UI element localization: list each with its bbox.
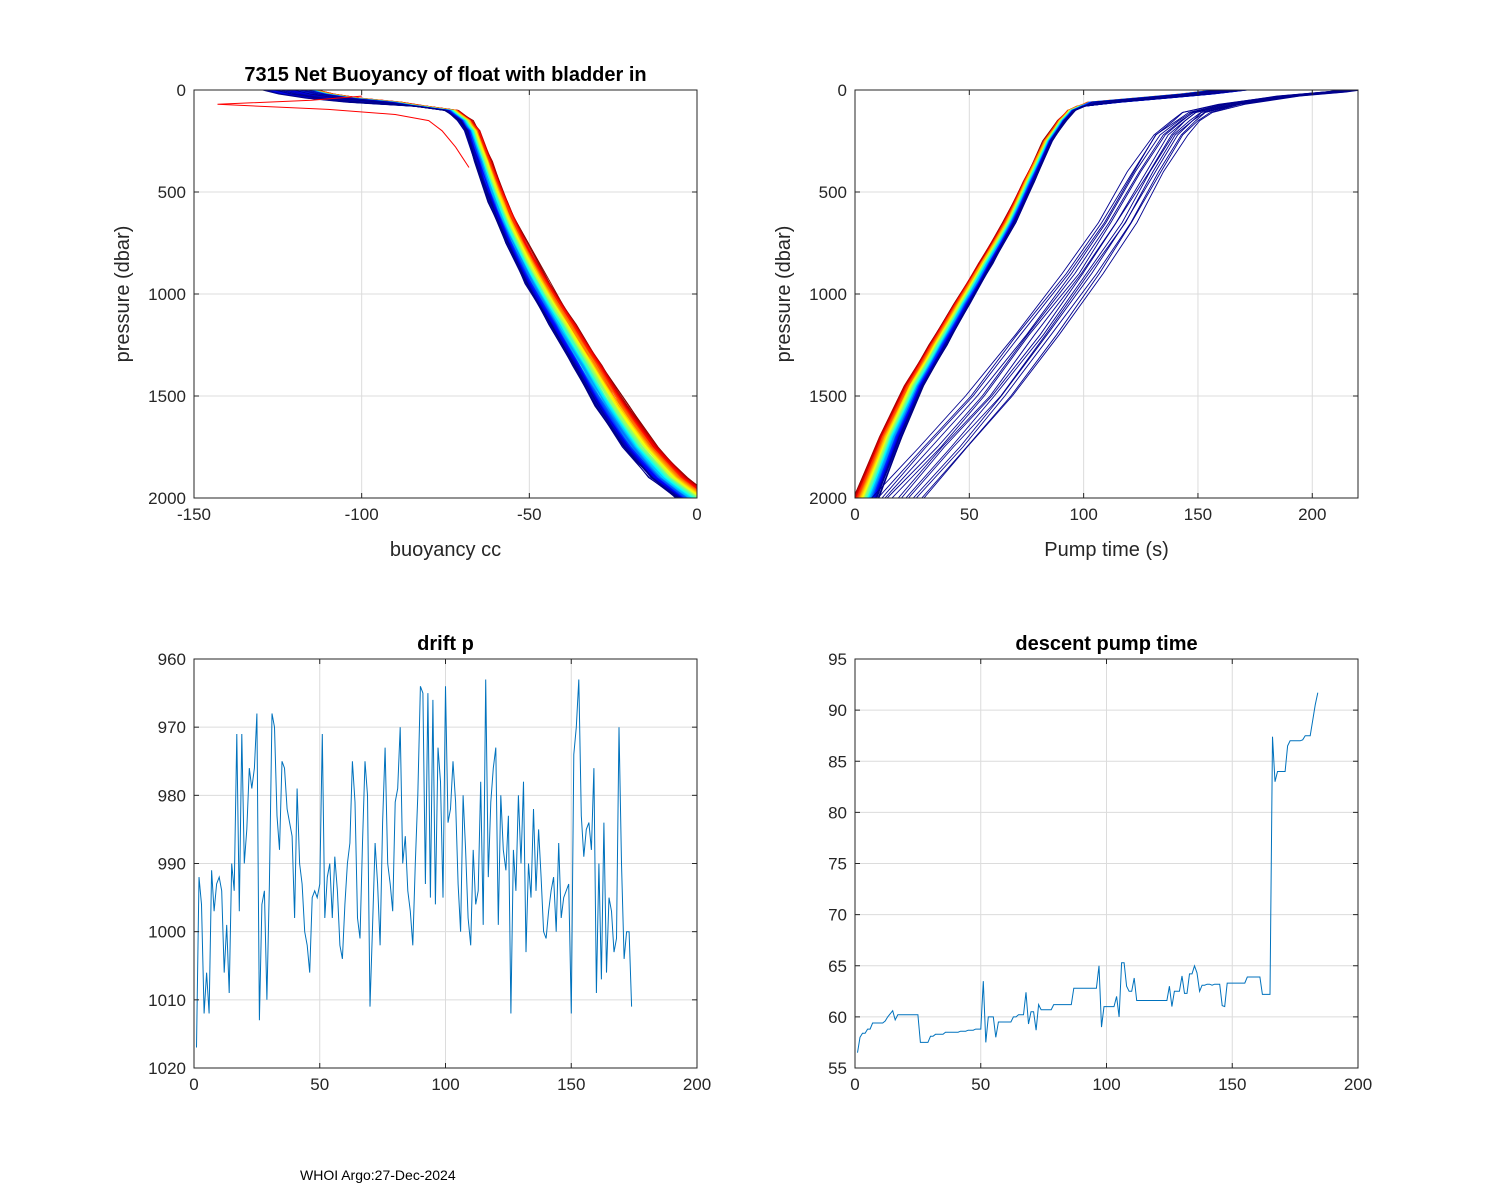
y-tick-label: 0 xyxy=(838,81,847,100)
drift-p-panel: 0 50 100 150 200 960 970 980 990 1000 1010 1020 dri… xyxy=(148,633,711,1094)
x-tick-label: 150 xyxy=(1184,505,1212,524)
y-tick-label: 1000 xyxy=(809,285,847,304)
x-tick-label: 150 xyxy=(1218,1075,1246,1094)
y-tick-label: 90 xyxy=(828,701,847,720)
y-tick-label: 70 xyxy=(828,906,847,925)
drift-p-ticks: 0 50 100 150 200 960 970 980 990 1000 1010 1020 xyxy=(148,650,711,1094)
x-tick-label: -50 xyxy=(517,505,542,524)
x-tick-label: 100 xyxy=(1069,505,1097,524)
x-tick-label: 50 xyxy=(310,1075,329,1094)
x-tick-label: 0 xyxy=(189,1075,198,1094)
buoyancy-plot-area xyxy=(217,90,697,498)
x-tick-label: 0 xyxy=(850,1075,859,1094)
y-tick-label: 1000 xyxy=(148,923,186,942)
y-tick-label: 0 xyxy=(177,81,186,100)
descent-pump-ticks: 0 50 100 150 200 55 60 65 70 75 80 85 90 95 xyxy=(828,650,1372,1094)
y-tick-label: 1020 xyxy=(148,1059,186,1078)
y-tick-label: 500 xyxy=(819,183,847,202)
descent-pump-title: descent pump time xyxy=(1015,633,1197,655)
buoyancy-title: 7315 Net Buoyancy of float with bladder … xyxy=(244,64,646,86)
profile-line xyxy=(877,90,1243,498)
buoyancy-ticks: -150 -100 -50 0 0 500 1000 1500 2000 xyxy=(148,81,702,524)
pump-time-xlabel: Pump time (s) xyxy=(1044,539,1168,561)
descent-pump-panel: 0 50 100 150 200 55 60 65 70 75 80 85 90 95 descent p… xyxy=(828,633,1372,1094)
y-tick-label: 65 xyxy=(828,957,847,976)
y-tick-label: 1500 xyxy=(809,387,847,406)
descent_pump-series-line xyxy=(857,692,1319,1053)
profile-line xyxy=(261,90,676,498)
x-tick-label: -150 xyxy=(177,505,211,524)
x-tick-label: 50 xyxy=(960,505,979,524)
buoyancy-ylabel: pressure (dbar) xyxy=(112,226,134,363)
y-tick-label: 60 xyxy=(828,1008,847,1027)
x-tick-label: 150 xyxy=(557,1075,585,1094)
y-tick-label: 500 xyxy=(158,183,186,202)
y-tick-label: 2000 xyxy=(148,489,186,508)
footer-note: WHOI Argo:27-Dec-2024 xyxy=(300,1167,456,1183)
late-profile-line xyxy=(891,90,1352,498)
x-tick-label: 200 xyxy=(1298,505,1326,524)
x-tick-label: 200 xyxy=(683,1075,711,1094)
y-tick-label: 970 xyxy=(158,718,186,737)
y-tick-label: 960 xyxy=(158,650,186,669)
pump-time-plot-area xyxy=(855,90,1358,498)
y-tick-label: 80 xyxy=(828,803,847,822)
drift_p-series-line xyxy=(196,679,633,1048)
y-tick-label: 980 xyxy=(158,786,186,805)
pump-time-grid xyxy=(854,89,1358,499)
y-tick-label: 1010 xyxy=(148,991,186,1010)
drift-p-plot-area xyxy=(196,679,633,1048)
x-tick-label: 200 xyxy=(1344,1075,1372,1094)
y-tick-label: 1000 xyxy=(148,285,186,304)
x-tick-label: 0 xyxy=(850,505,859,524)
y-tick-label: 75 xyxy=(828,855,847,874)
y-tick-label: 990 xyxy=(158,855,186,874)
x-tick-label: 100 xyxy=(431,1075,459,1094)
profile-line xyxy=(293,90,679,498)
outlier-profile-line xyxy=(217,95,470,168)
y-tick-label: 55 xyxy=(828,1059,847,1078)
y-tick-label: 85 xyxy=(828,752,847,771)
y-tick-label: 2000 xyxy=(809,489,847,508)
y-tick-label: 1500 xyxy=(148,387,186,406)
x-tick-label: 100 xyxy=(1092,1075,1120,1094)
late-profile-line xyxy=(923,90,1358,498)
x-tick-label: 0 xyxy=(692,505,701,524)
descent-pump-plot-area xyxy=(857,692,1319,1053)
buoyancy-panel: -150 -100 -50 0 0 500 1000 1500 2000 7315 Net Bu… xyxy=(112,64,702,561)
x-tick-label: -100 xyxy=(345,505,379,524)
drift-p-title: drift p xyxy=(417,633,474,655)
buoyancy-xlabel: buoyancy cc xyxy=(390,539,501,561)
pump-time-ylabel: pressure (dbar) xyxy=(773,226,795,363)
y-tick-label: 95 xyxy=(828,650,847,669)
late-profile-line xyxy=(921,90,1358,498)
x-tick-label: 50 xyxy=(971,1075,990,1094)
